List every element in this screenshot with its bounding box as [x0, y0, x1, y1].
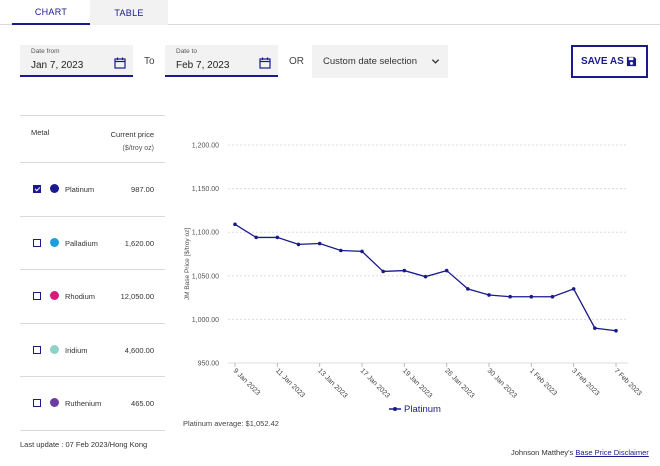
save-as-label: SAVE AS — [581, 56, 624, 67]
data-point[interactable] — [487, 293, 491, 297]
data-point[interactable] — [233, 222, 237, 227]
tab-table[interactable]: TABLE — [90, 0, 168, 25]
y-axis-label: JM Base Price [$/troy oz] — [184, 228, 191, 300]
data-point[interactable] — [339, 248, 343, 253]
metal-checkbox[interactable] — [33, 292, 41, 300]
last-update: Last update : 07 Feb 2023/Hong Kong — [20, 440, 148, 449]
x-tick-label: 1 Feb 2023 — [528, 367, 558, 397]
data-point[interactable] — [550, 294, 555, 299]
price-column-header: Current price ($/troy oz) — [111, 128, 154, 155]
metal-color-dot — [50, 291, 59, 300]
metal-table-header: Metal Current price ($/troy oz) — [20, 115, 165, 163]
view-tabs: CHART TABLE — [0, 0, 660, 25]
data-point[interactable] — [275, 235, 280, 240]
y-tick-label: 1,150.00 — [192, 186, 219, 193]
metal-price: 4,600.00 — [124, 345, 154, 355]
data-point[interactable] — [402, 268, 407, 273]
metal-color-dot — [50, 398, 59, 407]
x-tick-label: 11 Jan 2023 — [274, 367, 306, 399]
data-point[interactable] — [508, 294, 512, 299]
metal-color-dot — [50, 237, 59, 247]
chevron-down-icon — [431, 59, 440, 64]
metal-price: 1,620.00 — [124, 238, 154, 248]
date-to-value[interactable]: Feb 7, 2023 — [176, 60, 230, 71]
legend-label-platinum: Platinum — [404, 403, 441, 415]
metal-row-rhodium: Rhodium 12,050.00 — [20, 270, 165, 324]
save-icon — [626, 56, 637, 67]
x-tick-label: 17 Jan 2023 — [359, 367, 391, 399]
data-point[interactable] — [381, 269, 385, 274]
metal-checkbox[interactable] — [33, 185, 41, 193]
metal-checkbox[interactable] — [33, 345, 41, 354]
y-tick-label: 1,200.00 — [192, 143, 219, 150]
disclaimer: Johnson Matthey's Base Price Disclaimer — [511, 448, 649, 457]
metal-price: 465.00 — [131, 399, 154, 408]
data-point[interactable] — [444, 268, 449, 273]
price-column-title: Current price — [110, 130, 154, 139]
date-from-field[interactable]: Date from Jan 7, 2023 — [20, 45, 133, 77]
y-tick-label: 1,000.00 — [192, 317, 219, 324]
price-chart: 1,200.00 1,150.00 1,100.00 1,050.00 1,000.00… — [184, 143, 643, 400]
metal-name: Ruthenium — [65, 399, 102, 408]
legend-marker — [389, 407, 401, 411]
platinum-average: Platinum average: $1,052.42 — [183, 419, 279, 428]
metal-color-dot — [50, 184, 59, 193]
data-point[interactable] — [529, 294, 534, 299]
metal-name: Rhodium — [65, 292, 96, 301]
custom-date-select[interactable]: Custom date selection — [312, 45, 448, 78]
metal-row-iridium: Iridium 4,600.00 — [20, 324, 165, 377]
metal-price: 12,050.00 — [120, 292, 154, 301]
calendar-icon[interactable] — [114, 57, 126, 69]
disclaimer-prefix: Johnson Matthey's — [511, 448, 574, 457]
x-tick-label: 7 Feb 2023 — [613, 367, 643, 397]
metal-name: Platinum — [65, 185, 95, 194]
calendar-icon[interactable] — [259, 57, 271, 69]
or-label: OR — [289, 56, 304, 67]
y-tick-label: 1,100.00 — [192, 230, 219, 237]
x-tick-label: 30 Jan 2023 — [486, 367, 518, 399]
metal-price: 987.00 — [131, 185, 154, 194]
to-label: To — [144, 56, 155, 67]
tab-chart[interactable]: CHART — [12, 0, 90, 25]
data-point[interactable] — [466, 287, 470, 291]
data-point[interactable] — [571, 287, 576, 291]
date-from-value[interactable]: Jan 7, 2023 — [31, 60, 84, 71]
y-tick-label: 1,050.00 — [192, 273, 219, 280]
x-tick-label: 26 Jan 2023 — [443, 367, 475, 399]
metal-row-ruthenium: Ruthenium 465.00 — [20, 377, 165, 431]
chart-legend[interactable]: Platinum — [389, 403, 441, 415]
disclaimer-link[interactable]: Base Price Disclaimer — [575, 448, 649, 457]
metal-name: Palladium — [65, 238, 98, 248]
price-column-unit: ($/troy oz) — [122, 145, 154, 152]
metal-name: Iridium — [65, 345, 88, 355]
average-label: Platinum average: — [183, 419, 244, 428]
x-tick-label: 9 Jan 2023 — [232, 367, 262, 397]
data-point[interactable] — [593, 326, 597, 330]
date-to-label: Date to — [176, 48, 197, 55]
y-tick-label: 950.00 — [198, 361, 220, 368]
metal-checkbox[interactable] — [33, 399, 41, 407]
data-point[interactable] — [360, 249, 364, 254]
date-to-field[interactable]: Date to Feb 7, 2023 — [165, 45, 278, 77]
x-tick-label: 19 Jan 2023 — [401, 367, 433, 399]
save-as-button[interactable]: SAVE AS — [571, 45, 648, 78]
data-point[interactable] — [317, 241, 322, 246]
date-from-label: Date from — [31, 48, 60, 55]
metal-column-header: Metal — [31, 128, 50, 137]
x-tick-label: 3 Feb 2023 — [570, 367, 600, 397]
data-point[interactable] — [296, 242, 301, 247]
average-value: $1,052.42 — [245, 419, 279, 428]
x-tick-label: 13 Jan 2023 — [316, 367, 348, 399]
custom-date-select-value: Custom date selection — [323, 56, 417, 67]
metal-row-platinum: Platinum 987.00 — [20, 163, 165, 217]
data-point[interactable] — [254, 235, 258, 240]
metal-row-palladium: Palladium 1,620.00 — [20, 217, 165, 270]
data-point[interactable] — [423, 274, 428, 279]
metal-color-dot — [50, 344, 59, 354]
data-point[interactable] — [614, 328, 618, 333]
metal-checkbox[interactable] — [33, 238, 41, 247]
